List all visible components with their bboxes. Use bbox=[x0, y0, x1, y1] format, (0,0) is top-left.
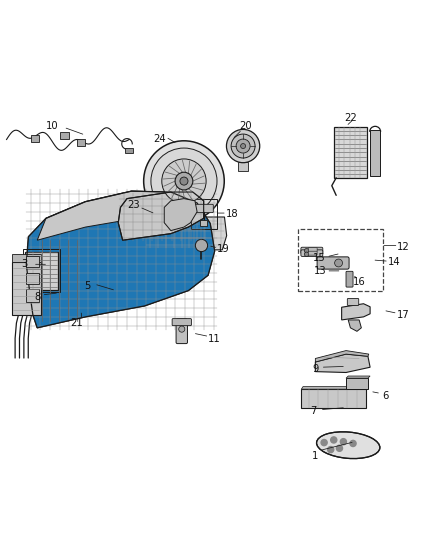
Polygon shape bbox=[37, 191, 197, 240]
Circle shape bbox=[151, 148, 217, 214]
Text: 14: 14 bbox=[388, 257, 400, 267]
Text: 18: 18 bbox=[226, 209, 238, 219]
Circle shape bbox=[335, 259, 343, 267]
Text: 24: 24 bbox=[154, 134, 166, 144]
Bar bbox=[125, 148, 133, 154]
Text: 15: 15 bbox=[313, 253, 326, 263]
Text: 7: 7 bbox=[310, 406, 316, 416]
Bar bbox=[26, 289, 39, 302]
Text: 21: 21 bbox=[70, 318, 83, 328]
Circle shape bbox=[321, 440, 327, 446]
Circle shape bbox=[175, 172, 193, 190]
Bar bbox=[25, 252, 58, 290]
Polygon shape bbox=[346, 376, 370, 378]
Bar bbox=[298, 229, 383, 290]
Bar bbox=[26, 256, 39, 268]
FancyBboxPatch shape bbox=[194, 204, 213, 213]
Ellipse shape bbox=[317, 432, 380, 458]
Text: 20: 20 bbox=[239, 122, 251, 131]
Circle shape bbox=[231, 134, 255, 158]
Circle shape bbox=[236, 139, 250, 153]
Text: 17: 17 bbox=[396, 310, 410, 320]
Bar bbox=[60, 133, 69, 140]
FancyBboxPatch shape bbox=[301, 247, 323, 254]
Bar bbox=[334, 127, 367, 178]
FancyBboxPatch shape bbox=[176, 319, 187, 344]
Polygon shape bbox=[141, 217, 227, 250]
FancyBboxPatch shape bbox=[346, 271, 353, 287]
FancyBboxPatch shape bbox=[317, 257, 349, 269]
Bar bbox=[23, 249, 60, 292]
Bar bbox=[12, 262, 41, 314]
Text: 11: 11 bbox=[208, 334, 221, 344]
Text: 9: 9 bbox=[312, 365, 318, 374]
Circle shape bbox=[240, 143, 246, 149]
Text: 5: 5 bbox=[85, 281, 91, 291]
Bar bbox=[370, 130, 380, 175]
Text: 1: 1 bbox=[312, 451, 318, 461]
Text: 19: 19 bbox=[217, 244, 230, 254]
Bar bbox=[77, 140, 85, 147]
Bar bbox=[238, 162, 248, 171]
Text: 23: 23 bbox=[127, 200, 140, 210]
Bar bbox=[301, 389, 366, 408]
Bar bbox=[191, 199, 217, 229]
Polygon shape bbox=[26, 191, 215, 328]
Polygon shape bbox=[164, 199, 197, 231]
FancyBboxPatch shape bbox=[347, 298, 359, 305]
Polygon shape bbox=[26, 191, 215, 328]
Circle shape bbox=[340, 439, 346, 445]
Polygon shape bbox=[118, 192, 204, 240]
Circle shape bbox=[304, 248, 309, 253]
FancyBboxPatch shape bbox=[308, 251, 317, 255]
Text: 3: 3 bbox=[21, 260, 27, 269]
Text: 6: 6 bbox=[382, 391, 389, 401]
Bar bbox=[12, 254, 41, 262]
FancyBboxPatch shape bbox=[301, 250, 323, 256]
FancyBboxPatch shape bbox=[308, 248, 317, 252]
Circle shape bbox=[336, 445, 343, 451]
Polygon shape bbox=[301, 386, 368, 389]
Circle shape bbox=[331, 437, 337, 443]
Circle shape bbox=[304, 252, 309, 256]
Circle shape bbox=[328, 447, 334, 453]
Polygon shape bbox=[315, 351, 369, 362]
Bar bbox=[200, 220, 207, 226]
Polygon shape bbox=[342, 304, 370, 320]
FancyBboxPatch shape bbox=[172, 319, 191, 326]
Bar bbox=[26, 273, 39, 284]
Circle shape bbox=[180, 177, 188, 185]
Bar bbox=[346, 378, 368, 389]
Bar bbox=[31, 135, 39, 142]
Text: 16: 16 bbox=[353, 277, 366, 287]
Circle shape bbox=[350, 440, 356, 447]
Text: 13: 13 bbox=[314, 266, 326, 276]
Text: 10: 10 bbox=[46, 122, 59, 131]
Circle shape bbox=[195, 239, 208, 252]
Text: 12: 12 bbox=[396, 242, 410, 252]
Circle shape bbox=[162, 159, 206, 203]
Circle shape bbox=[144, 141, 224, 221]
Text: 8: 8 bbox=[34, 292, 40, 302]
Circle shape bbox=[179, 326, 185, 332]
Text: 22: 22 bbox=[344, 112, 357, 123]
Polygon shape bbox=[348, 320, 361, 332]
Polygon shape bbox=[315, 354, 370, 373]
Circle shape bbox=[226, 130, 260, 163]
